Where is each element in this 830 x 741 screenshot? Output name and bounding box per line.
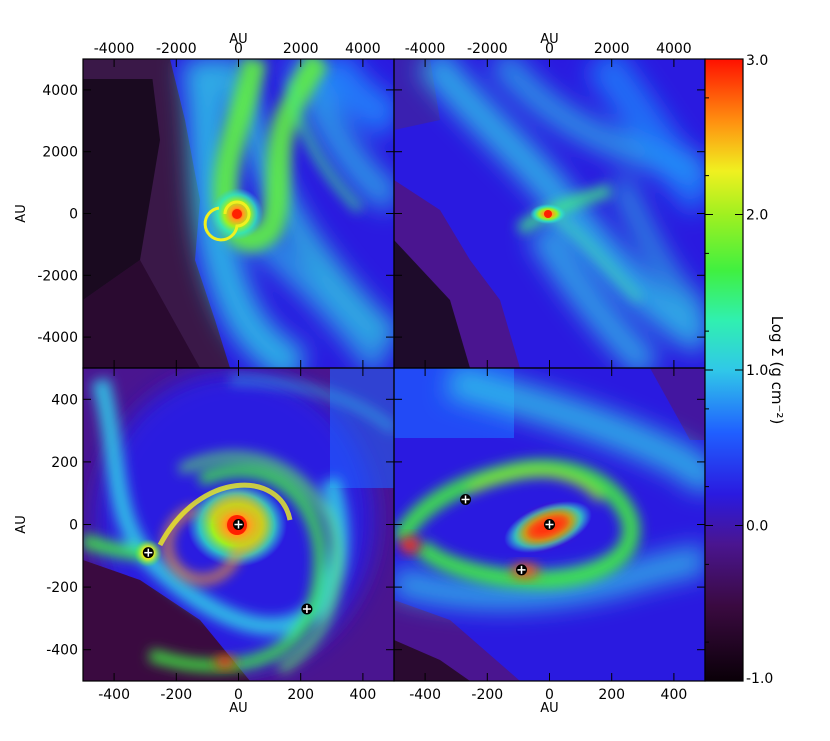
x-tick-label: 0 [545, 687, 554, 703]
x-tick-label: 4000 [345, 41, 381, 57]
colorbar-label: Log Σ (g cm⁻²) [768, 316, 786, 425]
y-tick-label: -200 [46, 580, 78, 596]
y-axis-title: AU [14, 515, 29, 533]
x-tick-label: -400 [98, 687, 130, 703]
x-tick-label: -2000 [467, 41, 508, 57]
colorbar-tick-label: 0.0 [746, 519, 768, 535]
x-tick-label: -400 [409, 687, 441, 703]
colorbar-tick-label: 3.0 [746, 53, 768, 69]
x-tick-label: 400 [661, 687, 688, 703]
y-tick-label: 2000 [42, 145, 78, 161]
panel-top-right [394, 59, 705, 368]
x-tick-label: 400 [350, 687, 377, 703]
colorbar-tick-label: -1.0 [746, 671, 773, 687]
y-tick-label: 0 [69, 518, 78, 534]
y-tick-label: -2000 [37, 268, 78, 284]
x-tick-label: 200 [598, 687, 625, 703]
x-tick-label: -2000 [156, 41, 197, 57]
x-tick-label: 2000 [283, 41, 319, 57]
x-axis-title: AU [229, 32, 247, 47]
x-tick-label: 0 [234, 41, 243, 57]
y-tick-label: 4000 [42, 83, 78, 99]
colorbar-tick-label: 1.0 [746, 363, 768, 379]
colorbar-tick-label: 2.0 [746, 208, 768, 224]
x-tick-label: 0 [545, 41, 554, 57]
y-axis-title: AU [14, 204, 29, 222]
colorbar-ticks: 3.0 2.0 1.0 0.0 -1.0 [705, 53, 773, 687]
x-tick-label: 2000 [594, 41, 630, 57]
x-tick-label: -4000 [405, 41, 446, 57]
x-tick-label: 200 [287, 687, 314, 703]
panel-bottom-left [83, 368, 394, 681]
x-axis-title: AU [540, 32, 558, 47]
y-tick-label: 400 [51, 392, 78, 408]
x-axis-title: AU [540, 701, 558, 716]
panel-top-left [83, 59, 394, 368]
y-tick-label: 200 [51, 455, 78, 471]
x-tick-label: -4000 [94, 41, 135, 57]
x-tick-label: -200 [160, 687, 192, 703]
y-tick-label: 0 [69, 207, 78, 223]
x-axis-title: AU [229, 701, 247, 716]
axes: -4000 -2000 0 2000 4000AU400020000-2000-4000… [14, 32, 705, 716]
panel-bottom-right [394, 368, 705, 681]
y-tick-label: -400 [46, 643, 78, 659]
x-tick-label: -200 [471, 687, 503, 703]
x-tick-label: 0 [234, 687, 243, 703]
y-tick-label: -4000 [37, 330, 78, 346]
x-tick-label: 4000 [656, 41, 692, 57]
